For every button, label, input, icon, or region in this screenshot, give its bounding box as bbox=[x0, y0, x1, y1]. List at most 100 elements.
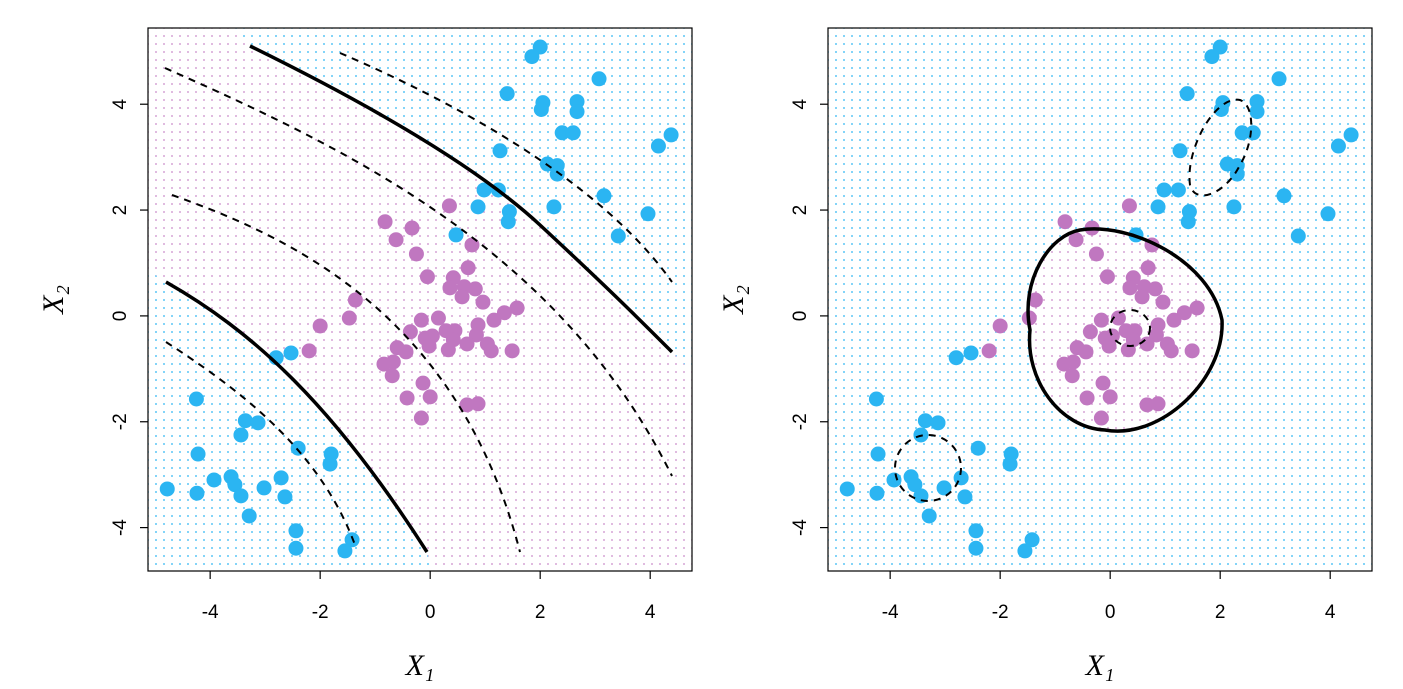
point bbox=[948, 350, 964, 366]
point bbox=[907, 477, 923, 493]
point bbox=[159, 481, 175, 497]
point bbox=[1079, 390, 1095, 406]
point bbox=[1276, 188, 1292, 204]
point bbox=[301, 343, 317, 359]
y-axis-title: X₂ bbox=[37, 285, 70, 315]
point bbox=[499, 86, 515, 102]
point bbox=[1082, 324, 1098, 340]
point bbox=[1093, 410, 1109, 426]
point bbox=[467, 281, 483, 297]
point bbox=[459, 397, 475, 413]
point bbox=[1057, 214, 1073, 230]
point bbox=[1140, 260, 1156, 276]
point bbox=[1110, 310, 1126, 326]
y-tick-label: 0 bbox=[790, 311, 811, 322]
point bbox=[1093, 312, 1109, 328]
point bbox=[1180, 214, 1196, 230]
point bbox=[930, 415, 946, 431]
point bbox=[970, 440, 986, 456]
point bbox=[533, 102, 549, 118]
x-tick-label: 2 bbox=[1215, 602, 1226, 623]
y-tick-label: -4 bbox=[790, 519, 811, 536]
point bbox=[839, 481, 855, 497]
point bbox=[957, 489, 973, 505]
point bbox=[388, 232, 404, 248]
point bbox=[415, 375, 431, 391]
point bbox=[468, 327, 484, 343]
point bbox=[404, 220, 420, 236]
point bbox=[464, 237, 480, 253]
point bbox=[981, 343, 997, 359]
point bbox=[549, 166, 565, 182]
point bbox=[1078, 344, 1094, 360]
point bbox=[470, 199, 486, 215]
point bbox=[591, 71, 607, 87]
point bbox=[476, 182, 492, 198]
point bbox=[1068, 232, 1084, 248]
point bbox=[492, 143, 508, 159]
point bbox=[1056, 356, 1072, 372]
point bbox=[290, 440, 306, 456]
y-tick-label: -4 bbox=[110, 519, 131, 536]
y-tick-label: 0 bbox=[110, 311, 131, 322]
plot-frames bbox=[147, 27, 1373, 572]
point bbox=[1166, 312, 1182, 328]
decision-boundaries bbox=[164, 44, 1253, 553]
point bbox=[1155, 294, 1171, 310]
point bbox=[233, 488, 249, 504]
point bbox=[663, 127, 679, 143]
point bbox=[341, 310, 357, 326]
point bbox=[524, 49, 540, 65]
point bbox=[1027, 292, 1043, 308]
point bbox=[206, 472, 222, 488]
point bbox=[1213, 102, 1229, 118]
point bbox=[968, 523, 984, 539]
point bbox=[1320, 206, 1336, 222]
point bbox=[1134, 289, 1150, 305]
y-tick-label: 4 bbox=[790, 98, 811, 109]
point bbox=[500, 214, 516, 230]
point bbox=[936, 480, 952, 496]
point bbox=[504, 343, 520, 359]
x-axis-title: X₁ bbox=[1085, 649, 1115, 682]
point bbox=[868, 391, 884, 407]
point bbox=[1150, 396, 1166, 412]
point bbox=[1064, 368, 1080, 384]
point bbox=[384, 368, 400, 384]
point bbox=[288, 540, 304, 556]
point bbox=[1163, 343, 1179, 359]
point bbox=[1184, 343, 1200, 359]
point bbox=[237, 413, 253, 429]
point bbox=[1101, 338, 1117, 354]
point bbox=[917, 413, 933, 429]
x-tick-label: -4 bbox=[202, 602, 219, 623]
x-tick-label: -2 bbox=[312, 602, 329, 623]
point bbox=[1120, 342, 1136, 358]
point bbox=[1139, 397, 1155, 413]
point bbox=[1088, 246, 1104, 262]
point bbox=[188, 391, 204, 407]
point bbox=[1122, 280, 1138, 296]
x-tick-label: -2 bbox=[992, 602, 1009, 623]
point bbox=[408, 246, 424, 262]
point bbox=[569, 104, 585, 120]
points-layer bbox=[159, 39, 1359, 559]
point bbox=[1204, 49, 1220, 65]
point bbox=[1170, 182, 1186, 198]
point bbox=[869, 485, 885, 501]
point bbox=[1249, 104, 1265, 120]
point bbox=[483, 343, 499, 359]
point bbox=[1024, 532, 1040, 548]
point bbox=[963, 345, 979, 361]
point bbox=[886, 472, 902, 488]
point bbox=[322, 456, 338, 472]
point bbox=[273, 470, 289, 486]
point bbox=[448, 227, 464, 243]
point bbox=[596, 188, 612, 204]
x-tick-label: 0 bbox=[1105, 602, 1116, 623]
point bbox=[1226, 199, 1242, 215]
point bbox=[227, 477, 243, 493]
point bbox=[347, 292, 363, 308]
point bbox=[1176, 305, 1192, 321]
